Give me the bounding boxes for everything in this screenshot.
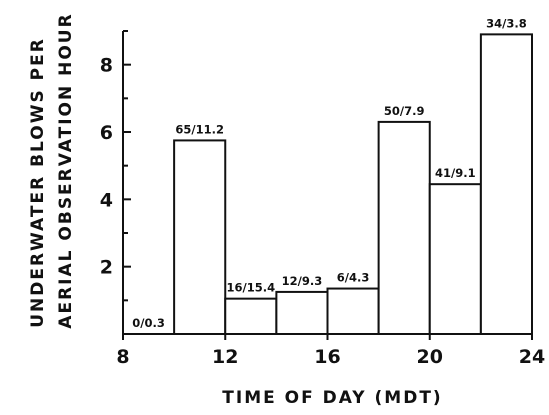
bars	[173, 33, 533, 336]
y-tick-label: 4	[100, 189, 113, 211]
bar	[326, 287, 380, 335]
bar-data-label: 16/15.4	[227, 281, 276, 295]
y-tick-label: 8	[100, 55, 113, 77]
bar-data-label: 50/7.9	[384, 104, 425, 118]
bar	[173, 139, 227, 335]
bar	[275, 290, 329, 335]
x-axis-title: TIME OF DAY (MDT)	[222, 388, 442, 408]
bar-data-label: 65/11.2	[175, 122, 224, 136]
bar-data-label: 34/3.8	[486, 16, 527, 30]
bar	[479, 33, 533, 335]
x-tick-label: 24	[519, 346, 545, 368]
y-tick-label: 2	[100, 257, 113, 279]
bar-data-label: 0/0.3	[132, 316, 165, 330]
bar	[428, 183, 482, 335]
x-tick-label: 8	[116, 346, 129, 368]
y-tick-label: 6	[100, 122, 113, 144]
bar-data-label: 41/9.1	[435, 166, 476, 180]
bar-data-label: 12/9.3	[282, 274, 323, 288]
x-tick-label: 16	[314, 346, 340, 368]
y-axis-title-line-2: AERIAL OBSERVATION HOUR	[56, 12, 76, 328]
bar	[224, 297, 278, 335]
y-axis-title-line-1: UNDERWATER BLOWS PER	[28, 37, 48, 328]
x-tick-label: 12	[212, 346, 238, 368]
x-tick-label: 20	[417, 346, 443, 368]
bar-labels: 0/0.3 65/11.2 16/15.4 12/9.3 6/4.3 50/7.9 41/9…	[132, 16, 526, 330]
bar	[377, 120, 431, 336]
bar-data-label: 6/4.3	[337, 271, 370, 285]
